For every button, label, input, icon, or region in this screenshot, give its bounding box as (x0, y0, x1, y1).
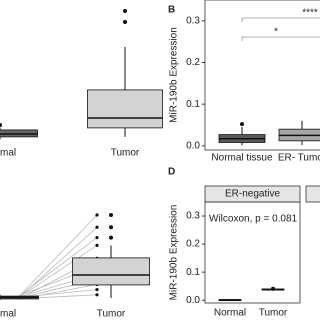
significance-label: **** (302, 8, 318, 19)
panel-letter: B (168, 5, 175, 16)
outlier (123, 20, 127, 25)
pair-point (95, 236, 99, 240)
pair-line (17, 237, 98, 298)
significance-label: * (274, 27, 278, 38)
x-tick-label: Tumor (97, 309, 126, 320)
pair-point (95, 293, 99, 297)
panel-frame (204, 0, 320, 151)
pair-point (95, 288, 99, 292)
y-axis-title: MiR-190b Expression (169, 27, 180, 123)
significance-bracket (241, 36, 320, 41)
y-tick-label: 0.3 (186, 15, 200, 26)
y-tick-label: 0.3 (186, 211, 200, 222)
pair-line (17, 214, 98, 298)
x-tick-label: Normal tissue (211, 153, 273, 164)
pair-point (95, 243, 99, 247)
x-tick-label: ER- Tumor (278, 153, 320, 164)
panel-letter: D (168, 167, 175, 178)
pair-point (95, 213, 99, 217)
x-tick-label: Tumor (259, 308, 288, 319)
y-tick-label: 0.0 (186, 295, 200, 306)
strip (305, 185, 320, 203)
pair-line (17, 245, 98, 299)
y-tick-label: 0.2 (186, 239, 200, 250)
x-tick-label: Normal (214, 308, 246, 319)
outlier (109, 235, 113, 240)
outlier (0, 122, 2, 127)
outlier (271, 286, 275, 291)
y-axis-title: MiR-190b Expression (169, 205, 180, 301)
pair-point (95, 225, 99, 229)
x-tick-label: Normal (0, 309, 16, 320)
x-tick-label: Normal (0, 148, 16, 159)
annotation: Wilcoxon, p = 0.081 (209, 214, 298, 225)
y-tick-label: 0.0 (186, 140, 200, 151)
outlier (109, 225, 113, 230)
outlier (240, 122, 244, 127)
box (72, 257, 150, 286)
y-tick-label: 0.2 (186, 57, 200, 68)
x-tick-label: Tumor (111, 148, 140, 159)
outlier (109, 212, 113, 217)
box (87, 89, 163, 129)
y-tick-label: 0.1 (186, 99, 200, 110)
y-tick-label: 0.1 (186, 267, 200, 278)
panel-frame (204, 201, 301, 304)
significance-bracket (241, 17, 320, 22)
outlier (123, 9, 127, 14)
strip-label: ER-negative (225, 189, 280, 200)
